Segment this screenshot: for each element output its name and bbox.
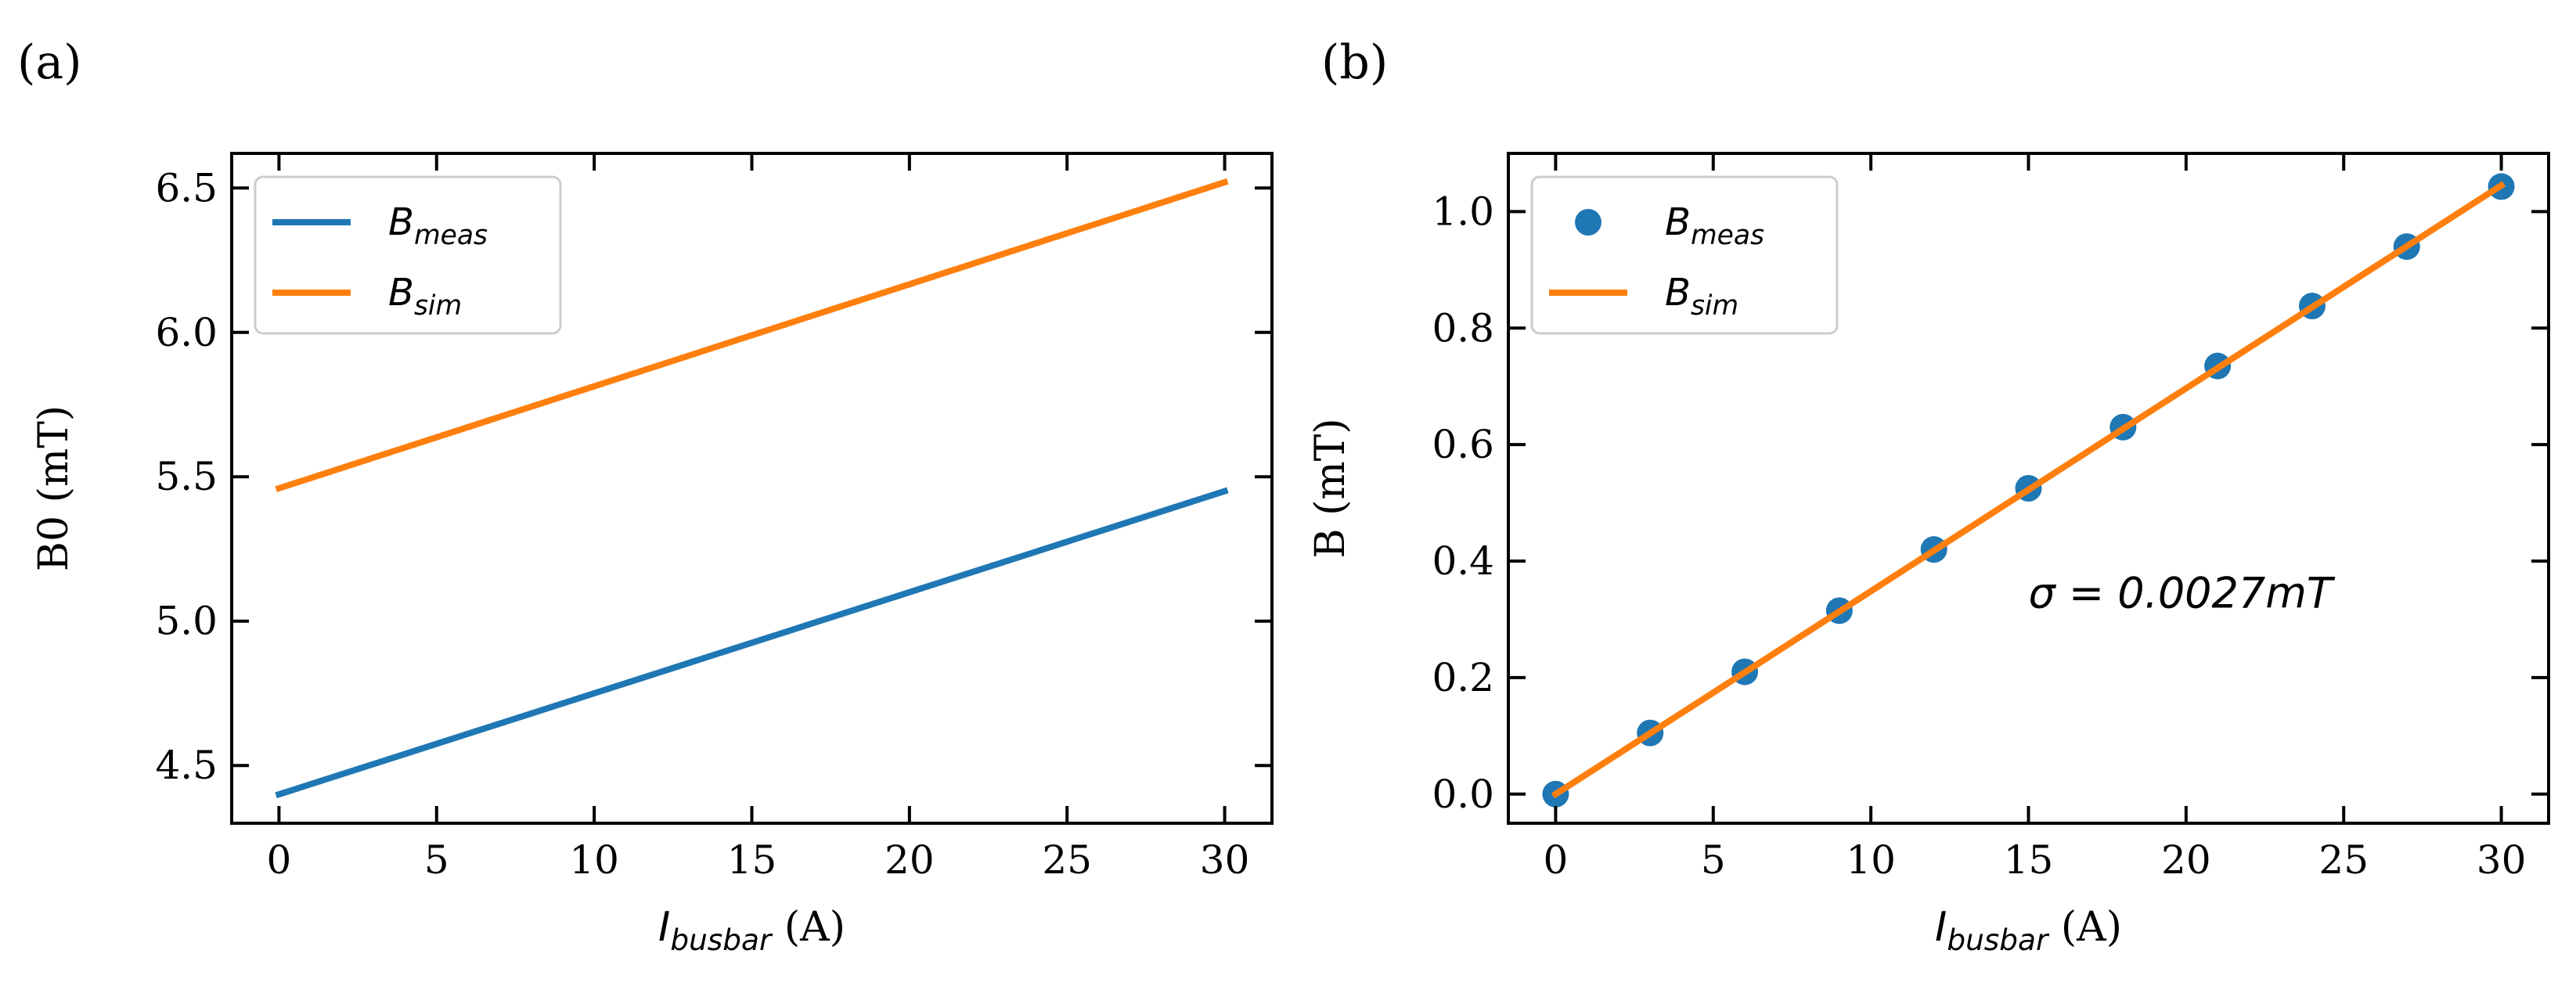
x-tick-label: 5 (424, 837, 449, 883)
y-tick-label: 0.2 (1432, 655, 1494, 700)
y-tick-label: 0.0 (1432, 772, 1494, 817)
legend-label-sim: Bsim (388, 271, 462, 322)
x-axis-label-main: I (1935, 904, 1947, 951)
x-tick-label: 30 (2477, 837, 2527, 883)
x-tick-label: 25 (2318, 837, 2369, 883)
panel-b: (b) 0 5 10 15 20 25 30 0.0 0.2 0.4 0.6 0.8 1.0 Ibusbar… (1307, 35, 2550, 957)
x-axis-label-unit: (A) (2048, 904, 2122, 951)
x-tick-label: 0 (1544, 837, 1569, 883)
y-axis-label: B0 (mT) (31, 405, 77, 571)
x-tick-label: 20 (884, 837, 935, 883)
y-tick-label: 1.0 (1432, 189, 1494, 234)
x-tick-label: 30 (1200, 837, 1250, 883)
legend-label-sim-sub: sim (414, 290, 462, 322)
x-tick-label: 15 (2004, 837, 2054, 883)
x-axis-label-unit: (A) (771, 904, 845, 951)
legend-label-meas: Bmeas (1665, 200, 1764, 251)
y-tick-label: 5.0 (155, 599, 218, 644)
panel-label: (a) (17, 35, 82, 90)
x-tick-label: 10 (1846, 837, 1896, 883)
y-axis-label: B (mT) (1307, 418, 1354, 558)
legend-label-sim-main: B (1665, 271, 1691, 315)
y-tick-label: 0.4 (1432, 538, 1494, 584)
series-line-sim (275, 178, 1229, 493)
legend-label-sim: Bsim (1665, 271, 1738, 322)
legend-label-meas: Bmeas (388, 200, 488, 251)
y-tick-label: 5.5 (155, 454, 218, 499)
y-tick-label: 0.6 (1432, 422, 1494, 467)
x-tick-label: 15 (727, 837, 777, 883)
panel-label: (b) (1321, 35, 1388, 90)
x-tick-label: 20 (2161, 837, 2211, 883)
legend-marker-meas (1575, 209, 1601, 236)
x-axis-label: Ibusbar (A) (1935, 904, 2122, 957)
x-tick-label: 25 (1042, 837, 1092, 883)
y-tick-label: 4.5 (155, 743, 218, 788)
y-tick-label: 6.0 (155, 310, 218, 355)
x-axis-label-sub: busbar (670, 923, 773, 957)
legend-label-meas-main: B (388, 200, 414, 244)
x-tick-label: 0 (267, 837, 292, 883)
y-tick-label: 0.8 (1432, 305, 1494, 351)
legend-label-sim-sub: sim (1691, 290, 1738, 322)
x-axis-label: Ibusbar (A) (658, 904, 845, 957)
legend-label-meas-sub: meas (414, 220, 488, 251)
legend-label-meas-sub: meas (1691, 220, 1764, 251)
y-tick-label: 6.5 (155, 165, 218, 211)
x-tick-label: 10 (569, 837, 619, 883)
x-axis-label-main: I (658, 904, 670, 951)
legend-label-meas-main: B (1665, 200, 1691, 244)
fit-line-overlay (1554, 182, 2503, 797)
x-axis-label-sub: busbar (1947, 923, 2050, 957)
x-tick-label: 5 (1701, 837, 1726, 883)
sigma-annotation: σ = 0.0027mT (2029, 569, 2336, 618)
panel-a: (a) 0 5 10 15 20 25 30 4.5 5.0 5.5 6.0 6.5 Ibusbar (A… (17, 35, 1274, 957)
legend-label-sim-main: B (388, 271, 414, 315)
series-line-meas (275, 487, 1229, 799)
